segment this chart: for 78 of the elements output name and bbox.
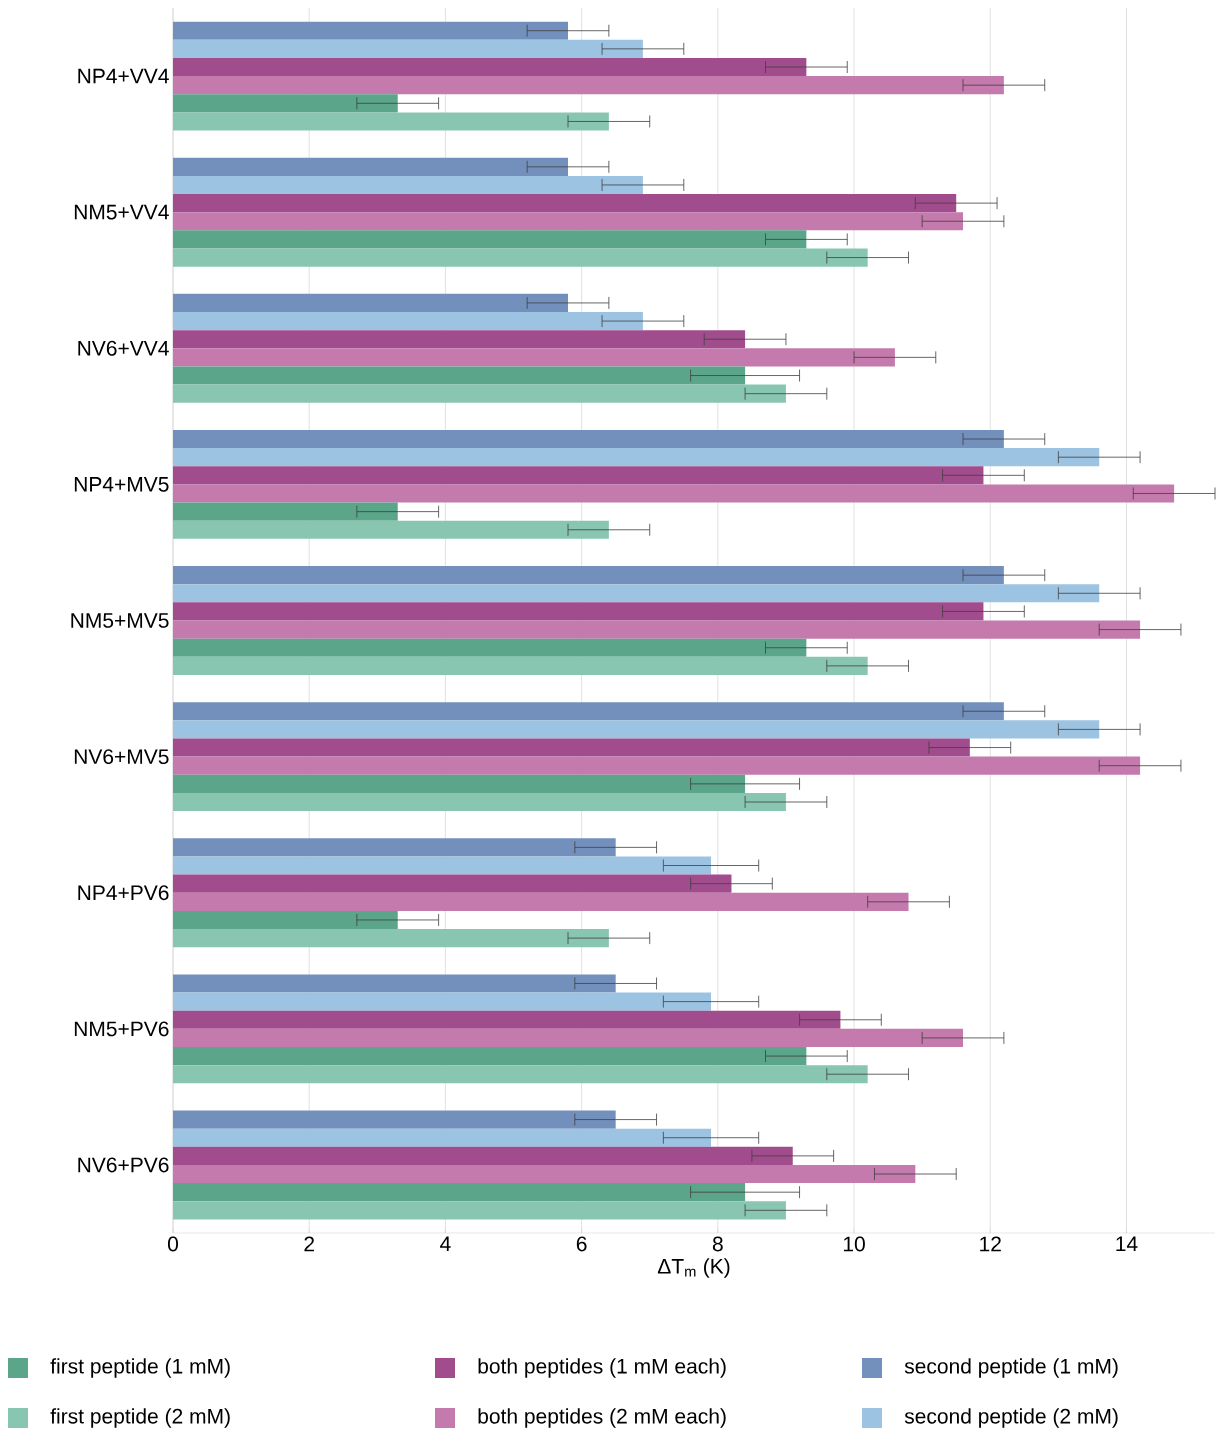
bar xyxy=(173,293,569,312)
y-tick-label: NV6+VV4 xyxy=(78,340,169,356)
y-tick-label: NM5+VV4 xyxy=(74,204,169,220)
bar xyxy=(173,910,398,930)
y-tick-label: NP4+PV6 xyxy=(78,885,169,901)
x-tick-label: 12 xyxy=(980,1236,1001,1252)
bar xyxy=(173,466,984,485)
bar xyxy=(173,720,1100,739)
bar xyxy=(173,1146,793,1165)
x-axis-title: ΔT$_{m}$ (K) xyxy=(657,1258,730,1278)
bar xyxy=(173,738,970,757)
bar xyxy=(173,484,1175,503)
bar xyxy=(173,448,1100,467)
bar xyxy=(173,330,746,349)
y-tick-label: NV6+MV5 xyxy=(74,749,169,765)
bar xyxy=(173,312,643,331)
bar xyxy=(173,656,868,675)
bar xyxy=(173,1164,916,1184)
legend-label: first peptide (1 mM) xyxy=(50,1358,230,1378)
bar xyxy=(173,856,712,875)
x-tick-label: 0 xyxy=(167,1236,179,1252)
bar xyxy=(173,175,643,195)
bar xyxy=(173,1183,746,1202)
bar xyxy=(173,384,786,403)
bar xyxy=(173,638,807,657)
bar xyxy=(173,39,643,58)
legend-label: first peptide (2 mM) xyxy=(50,1408,230,1428)
bar xyxy=(173,1201,786,1220)
bar xyxy=(173,792,786,812)
bar xyxy=(173,892,909,911)
x-tick-label: 4 xyxy=(440,1236,451,1251)
x-tick-label: 2 xyxy=(304,1236,314,1252)
bar xyxy=(173,57,807,77)
bar xyxy=(173,94,398,113)
bar xyxy=(173,992,712,1011)
x-tick-label: 10 xyxy=(843,1236,865,1252)
bar xyxy=(173,1028,964,1047)
bar xyxy=(173,838,616,857)
bar xyxy=(173,929,609,948)
y-tick-label: NP4+MV5 xyxy=(74,477,169,492)
bar xyxy=(173,1046,807,1066)
legend-label: both peptides (2 mM each) xyxy=(478,1408,726,1428)
bar xyxy=(173,1065,868,1084)
bar xyxy=(173,702,1004,721)
bar xyxy=(173,112,609,131)
bar xyxy=(173,602,984,621)
bar xyxy=(173,756,1141,775)
bar xyxy=(173,1110,616,1129)
bar xyxy=(173,230,807,249)
bar xyxy=(173,366,746,385)
bar xyxy=(173,974,616,993)
bar xyxy=(173,1128,712,1147)
bar xyxy=(173,157,569,176)
bar xyxy=(173,194,957,213)
x-tick-label: 14 xyxy=(1116,1236,1138,1251)
bar xyxy=(173,212,964,231)
bar xyxy=(173,76,1004,95)
bar xyxy=(173,774,746,793)
x-tick-label: 8 xyxy=(712,1236,723,1252)
y-tick-label: NV6+PV6 xyxy=(78,1157,169,1173)
legend-label: both peptides (1 mM each) xyxy=(478,1358,726,1378)
bar xyxy=(173,584,1100,603)
bar xyxy=(173,502,398,521)
y-tick-label: NP4+VV4 xyxy=(78,68,169,84)
y-tick-label: NM5+PV6 xyxy=(74,1021,169,1037)
y-tick-label: NM5+MV5 xyxy=(71,613,169,628)
bar xyxy=(173,566,1004,585)
legend-label: second peptide (1 mM) xyxy=(904,1358,1118,1378)
bar xyxy=(173,429,1004,449)
bar xyxy=(173,874,732,893)
bar xyxy=(173,520,609,539)
bar xyxy=(173,1010,841,1029)
x-tick-label: 6 xyxy=(576,1236,587,1252)
bar xyxy=(173,620,1141,639)
bar xyxy=(173,348,895,367)
bar xyxy=(173,248,868,267)
bar xyxy=(173,21,569,40)
legend-label: second peptide (2 mM) xyxy=(904,1408,1118,1428)
